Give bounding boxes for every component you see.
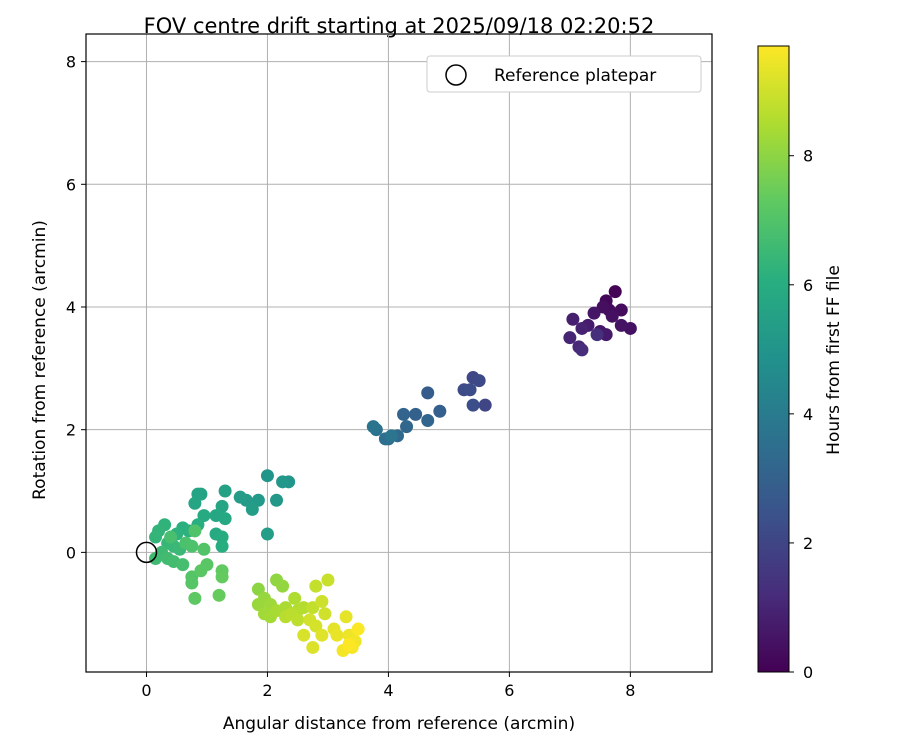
data-point bbox=[575, 321, 589, 335]
data-point bbox=[315, 594, 329, 608]
data-point bbox=[215, 570, 229, 584]
y-axis-ticks: 0 2 4 6 8 bbox=[66, 53, 86, 562]
data-point bbox=[309, 579, 323, 593]
data-point bbox=[318, 607, 332, 621]
reference-marker bbox=[135, 541, 158, 564]
colorbar-gradient bbox=[757, 45, 790, 673]
data-point bbox=[587, 306, 601, 320]
data-points bbox=[149, 285, 637, 658]
data-point bbox=[351, 622, 365, 636]
data-point bbox=[330, 628, 344, 642]
data-point bbox=[297, 601, 311, 615]
data-point bbox=[164, 530, 178, 544]
data-point bbox=[315, 628, 329, 642]
data-point bbox=[251, 598, 265, 612]
y-tick-label: 8 bbox=[66, 53, 76, 72]
x-tick-label: 8 bbox=[625, 681, 635, 700]
grid-lines bbox=[86, 34, 712, 672]
data-point bbox=[276, 579, 290, 593]
y-axis-title: Rotation from reference (arcmin) bbox=[30, 220, 50, 500]
data-point bbox=[306, 640, 320, 654]
legend-marker bbox=[445, 64, 467, 86]
data-point bbox=[276, 475, 290, 489]
data-point bbox=[605, 309, 619, 323]
data-point bbox=[260, 527, 274, 541]
data-point bbox=[472, 374, 486, 388]
x-axis-ticks: 0 2 4 6 8 bbox=[141, 672, 635, 700]
data-point bbox=[215, 499, 229, 513]
data-point bbox=[575, 343, 589, 357]
data-point bbox=[291, 613, 305, 627]
data-point bbox=[400, 420, 414, 434]
data-point bbox=[185, 576, 199, 590]
data-point bbox=[218, 484, 232, 498]
y-tick-label: 4 bbox=[66, 298, 76, 317]
data-point bbox=[366, 420, 380, 434]
data-point bbox=[342, 637, 356, 651]
x-tick-label: 0 bbox=[141, 681, 151, 700]
legend-box bbox=[426, 55, 702, 93]
data-point bbox=[185, 539, 199, 553]
data-point bbox=[176, 558, 190, 572]
data-point bbox=[433, 404, 447, 418]
data-point bbox=[215, 530, 229, 544]
data-point bbox=[270, 493, 284, 507]
data-point bbox=[251, 582, 265, 596]
data-point bbox=[197, 509, 211, 523]
x-axis-title: Angular distance from reference (arcmin) bbox=[223, 714, 575, 734]
colorbar-ticks: 0 2 4 6 8 bbox=[789, 147, 813, 682]
colorbar-tick-label: 2 bbox=[803, 534, 813, 553]
x-tick-label: 2 bbox=[262, 681, 272, 700]
y-tick-label: 6 bbox=[66, 175, 76, 194]
data-point bbox=[188, 524, 202, 538]
data-point bbox=[197, 542, 211, 556]
legend-label: Reference platepar bbox=[494, 66, 656, 86]
data-point bbox=[245, 502, 259, 516]
data-point bbox=[149, 530, 163, 544]
data-point bbox=[397, 407, 411, 421]
data-point bbox=[409, 407, 423, 421]
x-tick-label: 6 bbox=[504, 681, 514, 700]
data-point bbox=[212, 588, 226, 602]
data-point bbox=[590, 328, 604, 342]
colorbar-tick-label: 0 bbox=[803, 663, 813, 682]
plot-frame bbox=[85, 33, 713, 673]
colorbar-tick-label: 6 bbox=[803, 276, 813, 295]
data-point bbox=[599, 328, 613, 342]
y-tick-label: 0 bbox=[66, 543, 76, 562]
x-tick-label: 4 bbox=[383, 681, 393, 700]
data-point bbox=[421, 386, 435, 400]
data-point bbox=[421, 413, 435, 427]
data-point bbox=[563, 331, 577, 345]
data-point bbox=[321, 573, 335, 587]
data-point bbox=[309, 619, 323, 633]
data-point bbox=[339, 610, 353, 624]
data-point bbox=[251, 493, 265, 507]
data-point bbox=[466, 398, 480, 412]
data-point bbox=[260, 469, 274, 483]
data-point bbox=[218, 512, 232, 526]
data-point bbox=[188, 496, 202, 510]
colorbar-tick-label: 8 bbox=[803, 147, 813, 166]
data-point bbox=[614, 318, 628, 332]
colorbar-title: Hours from first FF file bbox=[824, 265, 844, 455]
data-point bbox=[149, 552, 163, 566]
data-point bbox=[297, 628, 311, 642]
data-point bbox=[233, 490, 247, 504]
colorbar: 0 2 4 6 8 Hours from first FF file bbox=[757, 45, 844, 682]
y-tick-label: 2 bbox=[66, 421, 76, 440]
data-point bbox=[463, 383, 477, 397]
data-point bbox=[566, 312, 580, 326]
data-point bbox=[384, 429, 398, 443]
data-point bbox=[288, 591, 302, 605]
data-point bbox=[188, 591, 202, 605]
colorbar-tick-label: 4 bbox=[803, 405, 813, 424]
data-point bbox=[478, 398, 492, 412]
data-point bbox=[194, 564, 208, 578]
data-point bbox=[608, 285, 622, 299]
legend: Reference platepar bbox=[426, 55, 702, 93]
data-point bbox=[215, 539, 229, 553]
